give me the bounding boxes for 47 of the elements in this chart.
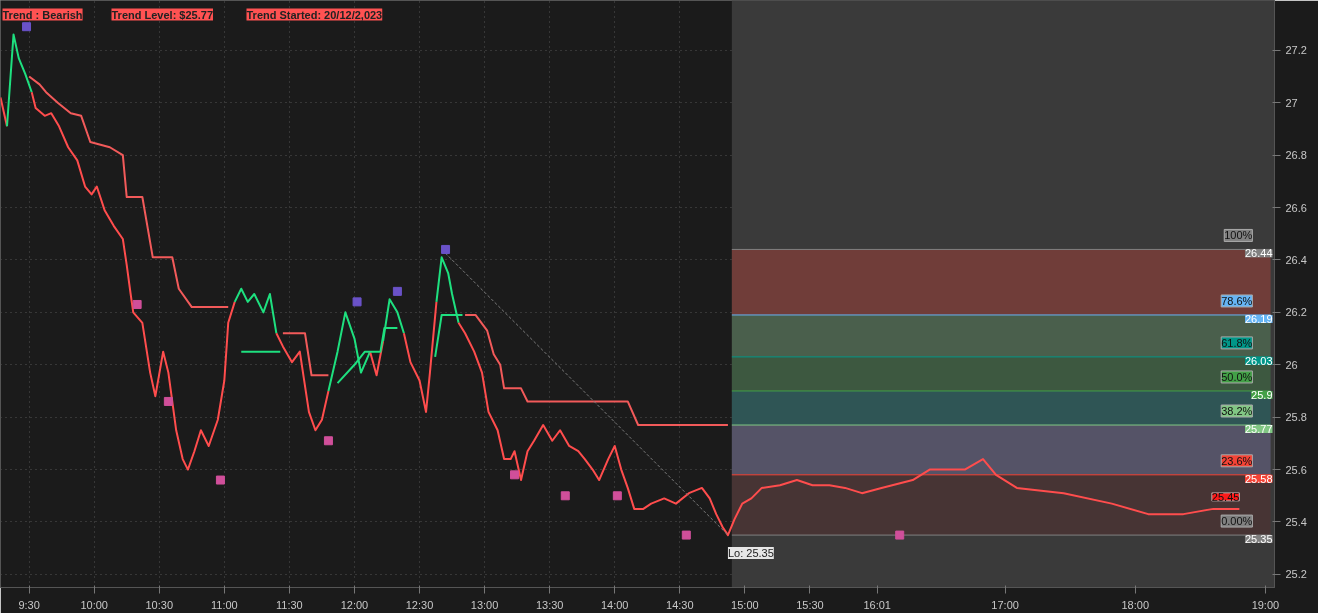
y-tick-label: 26.8: [1285, 149, 1307, 162]
annotation: 25.45: [1211, 490, 1240, 503]
x-tick-label: 11:30: [276, 598, 303, 611]
ref-line-label: 25.35: [1244, 533, 1273, 546]
x-tick-label: 13:00: [470, 598, 499, 611]
y-tick-label: 25.2: [1285, 568, 1307, 581]
y-tick-label: 25.6: [1285, 463, 1307, 476]
ref-line-label: 26.19: [1244, 312, 1273, 325]
ref-line-label: 26.44: [1244, 247, 1273, 260]
y-tick-label: 25.8: [1285, 411, 1307, 424]
x-tick-label: 9:30: [18, 598, 40, 611]
x-tick-label: 11:00: [210, 598, 238, 611]
x-tick-label: 12:00: [340, 598, 369, 611]
x-tick-label: 15:30: [796, 598, 824, 611]
annotation: Trend Level: $25.77: [111, 8, 213, 21]
annotation: Trend : Bearish: [2, 8, 83, 21]
annotation: 100%: [1224, 229, 1253, 242]
ref-line-label: 25.58: [1244, 472, 1273, 485]
x-tick-label: 10:30: [145, 598, 174, 611]
annotation: 23.6%: [1221, 454, 1253, 467]
annotation: 38.2%: [1221, 405, 1253, 418]
x-tick-label: 14:00: [600, 598, 629, 611]
y-tick-label: 26.6: [1285, 201, 1307, 214]
y-tick-label: 26.4: [1285, 253, 1307, 266]
x-tick-label: 19:00: [1251, 598, 1280, 611]
annotation: 50.0%: [1221, 370, 1253, 383]
x-tick-label: 17:00: [991, 598, 1019, 611]
y-tick-label: 27.2: [1285, 44, 1307, 57]
y-tick-label: 25.4: [1285, 515, 1307, 528]
annotation: 61.8%: [1221, 336, 1253, 349]
ref-line-label: 26.03: [1244, 354, 1273, 367]
x-tick-label: 16:01: [863, 598, 891, 611]
annotation: Lo: 25.35: [727, 547, 774, 560]
x-tick-label: 15:00: [731, 598, 759, 611]
x-tick-label: 10:00: [80, 598, 108, 611]
ref-line-label: 25.77: [1244, 423, 1273, 436]
y-tick-label: 26.2: [1285, 306, 1307, 319]
x-tick-label: 12:30: [405, 598, 434, 611]
ref-line-label: 25.9: [1251, 388, 1273, 401]
x-tick-label: 13:30: [535, 598, 564, 611]
annotation: 78.6%: [1221, 294, 1253, 307]
y-tick-label: 27: [1285, 96, 1298, 109]
annotation: Trend Started: 20/12/2,023: [246, 8, 383, 21]
annotation: 0.00%: [1221, 515, 1253, 528]
x-tick-label: 14:30: [666, 598, 694, 611]
x-tick-label: 18:00: [1121, 598, 1150, 611]
y-tick-label: 26: [1285, 358, 1298, 371]
